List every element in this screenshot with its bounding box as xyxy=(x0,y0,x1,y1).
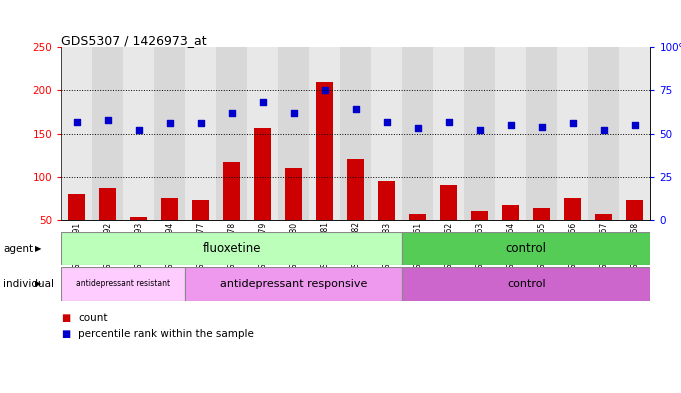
Bar xyxy=(588,47,619,220)
Bar xyxy=(99,188,116,220)
Bar xyxy=(347,159,364,220)
Bar xyxy=(247,47,279,220)
Bar xyxy=(526,47,557,220)
Bar xyxy=(316,82,333,220)
Point xyxy=(226,110,237,116)
Point xyxy=(288,110,299,116)
Point xyxy=(629,122,640,128)
Point xyxy=(319,87,330,94)
Bar xyxy=(433,47,464,220)
Bar xyxy=(503,204,520,220)
Bar xyxy=(185,267,402,301)
Bar xyxy=(223,162,240,220)
Text: percentile rank within the sample: percentile rank within the sample xyxy=(78,329,254,339)
Text: antidepressant responsive: antidepressant responsive xyxy=(220,279,368,289)
Bar xyxy=(441,185,458,220)
Bar xyxy=(130,217,147,220)
Bar xyxy=(155,47,185,220)
Point xyxy=(443,118,454,125)
Bar xyxy=(495,47,526,220)
Text: individual: individual xyxy=(3,279,54,289)
Point xyxy=(567,120,578,127)
Bar xyxy=(627,200,644,220)
Bar xyxy=(61,267,185,301)
Bar xyxy=(309,47,340,220)
Bar xyxy=(533,208,550,220)
Text: ▶: ▶ xyxy=(35,279,42,288)
Text: GDS5307 / 1426973_at: GDS5307 / 1426973_at xyxy=(61,34,207,47)
Point xyxy=(102,117,113,123)
Bar xyxy=(402,267,650,301)
Text: ■: ■ xyxy=(61,329,71,339)
Bar xyxy=(93,47,123,220)
Bar xyxy=(619,47,650,220)
Bar xyxy=(371,47,402,220)
Bar xyxy=(279,47,309,220)
Point xyxy=(257,99,268,106)
Text: ■: ■ xyxy=(61,313,71,323)
Bar xyxy=(464,47,495,220)
Bar xyxy=(61,47,93,220)
Bar xyxy=(192,200,209,220)
Bar xyxy=(379,181,396,220)
Bar xyxy=(402,232,650,265)
Bar xyxy=(217,47,247,220)
Bar xyxy=(123,47,155,220)
Text: fluoxetine: fluoxetine xyxy=(202,242,261,255)
Bar xyxy=(557,47,588,220)
Text: count: count xyxy=(78,313,108,323)
Point xyxy=(133,127,144,133)
Point xyxy=(413,125,424,132)
Bar xyxy=(409,214,426,220)
Bar xyxy=(402,47,433,220)
Text: antidepressant resistant: antidepressant resistant xyxy=(76,279,170,288)
Point xyxy=(599,127,609,133)
Bar xyxy=(340,47,371,220)
Text: control: control xyxy=(507,279,545,289)
Text: ▶: ▶ xyxy=(35,244,42,253)
Bar xyxy=(565,198,582,220)
Point xyxy=(505,122,516,128)
Point xyxy=(475,127,486,133)
Bar xyxy=(471,211,488,220)
Bar xyxy=(285,168,302,220)
Bar xyxy=(68,194,85,220)
Point xyxy=(350,106,361,112)
Point xyxy=(381,118,392,125)
Text: control: control xyxy=(506,242,547,255)
Bar xyxy=(185,47,217,220)
Bar xyxy=(254,128,271,220)
Point xyxy=(537,123,548,130)
Bar xyxy=(595,214,612,220)
Text: agent: agent xyxy=(3,244,33,253)
Point xyxy=(195,120,206,127)
Bar xyxy=(161,198,178,220)
Bar xyxy=(61,232,402,265)
Point xyxy=(72,118,82,125)
Point xyxy=(164,120,175,127)
